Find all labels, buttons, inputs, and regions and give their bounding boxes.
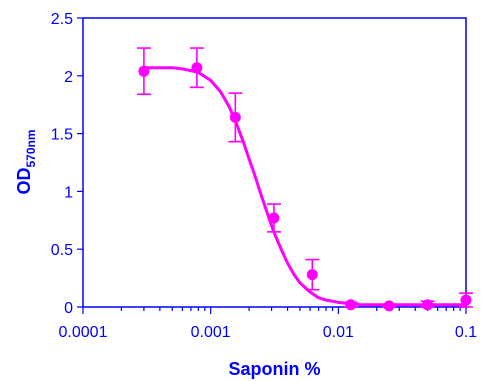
x-axis-title: Saponin %: [228, 359, 320, 379]
fit-curve-line: [142, 66, 468, 307]
tick-labels: 0 0.5 1 1.5 2 2.5 0.0001 0.001 0.01 0.1: [51, 11, 477, 341]
x-tick-label: 0.001: [191, 324, 231, 341]
data-point: [191, 62, 203, 74]
y-axis-title-main: OD: [14, 168, 34, 195]
data-point: [268, 212, 280, 224]
series: [136, 47, 473, 312]
ticks: [77, 17, 467, 314]
y-tick-label: 2: [64, 69, 73, 86]
y-tick-label: 0: [64, 300, 73, 317]
data-point: [229, 111, 241, 123]
data-point: [460, 294, 472, 306]
data-point: [422, 299, 434, 311]
x-tick-label: 0.0001: [59, 324, 108, 341]
x-tick-label: 0.01: [323, 324, 354, 341]
y-tick-label: 2.5: [51, 11, 73, 28]
y-tick-label: 1.5: [51, 127, 73, 144]
y-tick-label: 0.5: [51, 242, 73, 259]
data-point: [345, 299, 357, 311]
x-tick-label: 0.1: [455, 324, 477, 341]
data-point: [383, 300, 395, 312]
y-axis-title-subscript: 570nm: [24, 129, 38, 167]
y-axis-title: OD570nm: [14, 129, 38, 194]
y-tick-label: 1: [64, 184, 73, 201]
data-point: [138, 65, 150, 77]
plot-frame: [82, 17, 467, 308]
data-point: [306, 269, 318, 281]
axes: [82, 17, 467, 308]
